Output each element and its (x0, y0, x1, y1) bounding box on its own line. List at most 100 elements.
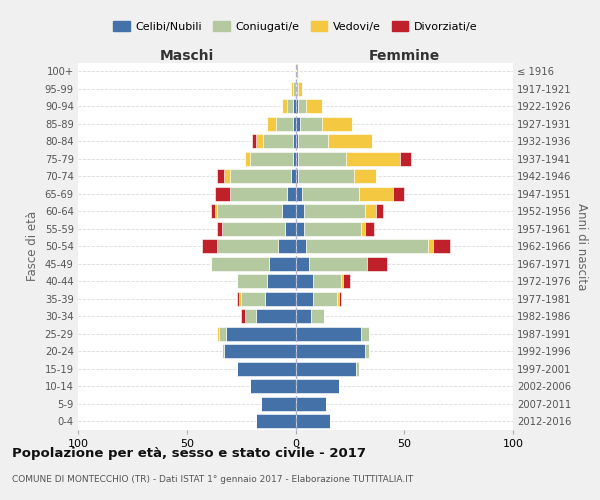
Bar (276, 117, 293, 130)
Bar (341, 274, 343, 288)
Bar (237, 274, 267, 288)
Bar (291, 82, 293, 96)
Bar (296, 274, 313, 288)
Bar (245, 152, 250, 166)
Bar (220, 327, 226, 340)
Bar (365, 204, 376, 218)
Bar (230, 170, 291, 183)
Bar (239, 292, 241, 306)
Bar (296, 222, 304, 235)
Bar (267, 117, 276, 130)
Text: Popolazione per età, sesso e stato civile - 2017: Popolazione per età, sesso e stato civil… (12, 448, 366, 460)
Bar (296, 64, 298, 78)
Bar (241, 292, 265, 306)
Bar (296, 257, 308, 270)
Bar (339, 292, 341, 306)
Bar (296, 327, 361, 340)
Bar (256, 134, 263, 148)
Bar (307, 100, 322, 113)
Bar (296, 292, 313, 306)
Bar (354, 170, 376, 183)
Bar (394, 187, 404, 200)
Bar (256, 310, 296, 323)
Bar (296, 240, 307, 253)
Bar (298, 152, 346, 166)
Bar (367, 257, 387, 270)
Bar (293, 134, 296, 148)
Bar (296, 344, 365, 358)
Text: Femmine: Femmine (368, 48, 440, 62)
Bar (267, 274, 296, 288)
Bar (293, 152, 296, 166)
Y-axis label: Anni di nascita: Anni di nascita (575, 202, 589, 290)
Bar (346, 152, 400, 166)
Bar (221, 222, 284, 235)
Bar (313, 274, 341, 288)
Bar (365, 222, 374, 235)
Bar (296, 187, 302, 200)
Bar (308, 257, 367, 270)
Bar (298, 134, 328, 148)
Bar (202, 240, 217, 253)
Bar (296, 134, 298, 148)
Bar (296, 170, 298, 183)
Bar (433, 240, 450, 253)
Bar (296, 414, 331, 428)
Bar (217, 204, 283, 218)
Bar (237, 362, 296, 376)
Bar (337, 292, 339, 306)
Text: COMUNE DI MONTECCHIO (TR) - Dati ISTAT 1° gennaio 2017 - Elaborazione TUTTITALIA: COMUNE DI MONTECCHIO (TR) - Dati ISTAT 1… (12, 476, 413, 484)
Bar (211, 257, 269, 270)
Bar (250, 152, 293, 166)
Bar (217, 222, 221, 235)
Bar (328, 134, 371, 148)
Bar (221, 344, 224, 358)
Bar (302, 187, 359, 200)
Bar (296, 397, 326, 410)
Bar (256, 414, 296, 428)
Bar (365, 344, 370, 358)
Bar (291, 170, 296, 183)
Bar (217, 170, 224, 183)
Bar (226, 327, 296, 340)
Bar (298, 82, 302, 96)
Bar (269, 257, 296, 270)
Bar (296, 117, 300, 130)
Bar (252, 134, 256, 148)
Text: Maschi: Maschi (160, 48, 214, 62)
Bar (284, 222, 296, 235)
Bar (217, 240, 278, 253)
Y-axis label: Fasce di età: Fasce di età (26, 211, 39, 282)
Bar (230, 187, 287, 200)
Bar (293, 100, 296, 113)
Bar (215, 187, 230, 200)
Bar (361, 222, 365, 235)
Bar (304, 204, 365, 218)
Bar (300, 117, 322, 130)
Bar (359, 187, 394, 200)
Bar (400, 152, 411, 166)
Bar (296, 380, 339, 393)
Bar (293, 82, 296, 96)
Bar (298, 100, 307, 113)
Bar (296, 204, 304, 218)
Bar (283, 204, 296, 218)
Bar (311, 310, 324, 323)
Bar (241, 310, 245, 323)
Bar (298, 170, 354, 183)
Bar (260, 397, 296, 410)
Bar (215, 204, 217, 218)
Bar (211, 204, 215, 218)
Bar (263, 134, 293, 148)
Bar (250, 380, 296, 393)
Bar (237, 292, 239, 306)
Bar (304, 222, 361, 235)
Bar (361, 327, 370, 340)
Bar (296, 100, 298, 113)
Legend: Celibi/Nubili, Coniugati/e, Vedovi/e, Divorziati/e: Celibi/Nubili, Coniugati/e, Vedovi/e, Di… (109, 16, 482, 36)
Bar (296, 310, 311, 323)
Bar (376, 204, 383, 218)
Bar (278, 240, 296, 253)
Bar (224, 170, 230, 183)
Bar (245, 310, 256, 323)
